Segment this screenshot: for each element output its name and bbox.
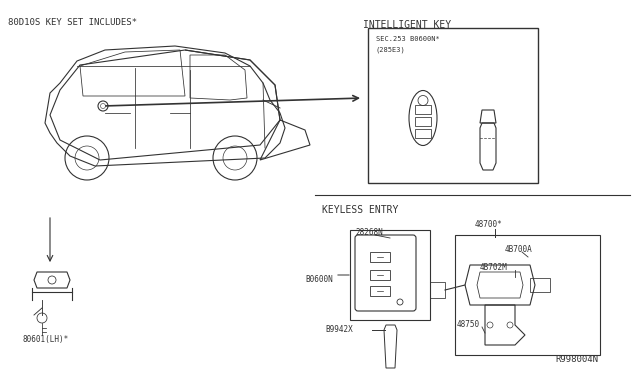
Text: 48750: 48750 — [457, 320, 480, 329]
Text: B0600N: B0600N — [305, 275, 333, 284]
Text: B9942X: B9942X — [325, 325, 353, 334]
Text: INTELLIGENT KEY: INTELLIGENT KEY — [363, 20, 451, 30]
Text: 80601(LH)*: 80601(LH)* — [22, 335, 68, 344]
Text: 4B700A: 4B700A — [505, 245, 532, 254]
Text: R998004N: R998004N — [555, 355, 598, 364]
Text: SEC.253 B0600N*: SEC.253 B0600N* — [376, 36, 440, 42]
Text: 4B702M: 4B702M — [480, 263, 508, 272]
Text: 48700*: 48700* — [475, 220, 503, 229]
Bar — [370, 270, 390, 280]
Bar — [368, 28, 538, 183]
Bar — [415, 105, 431, 114]
Bar — [350, 230, 430, 320]
Text: 80D10S KEY SET INCLUDES*: 80D10S KEY SET INCLUDES* — [8, 18, 137, 27]
Bar — [455, 235, 600, 355]
Bar — [370, 252, 390, 262]
Bar — [530, 278, 550, 292]
Text: (285E3): (285E3) — [376, 46, 406, 52]
Bar — [415, 117, 431, 126]
Bar — [370, 286, 390, 296]
Text: KEYLESS ENTRY: KEYLESS ENTRY — [322, 205, 398, 215]
Bar — [430, 282, 445, 298]
Text: 28268N: 28268N — [355, 228, 383, 237]
Bar — [415, 129, 431, 138]
